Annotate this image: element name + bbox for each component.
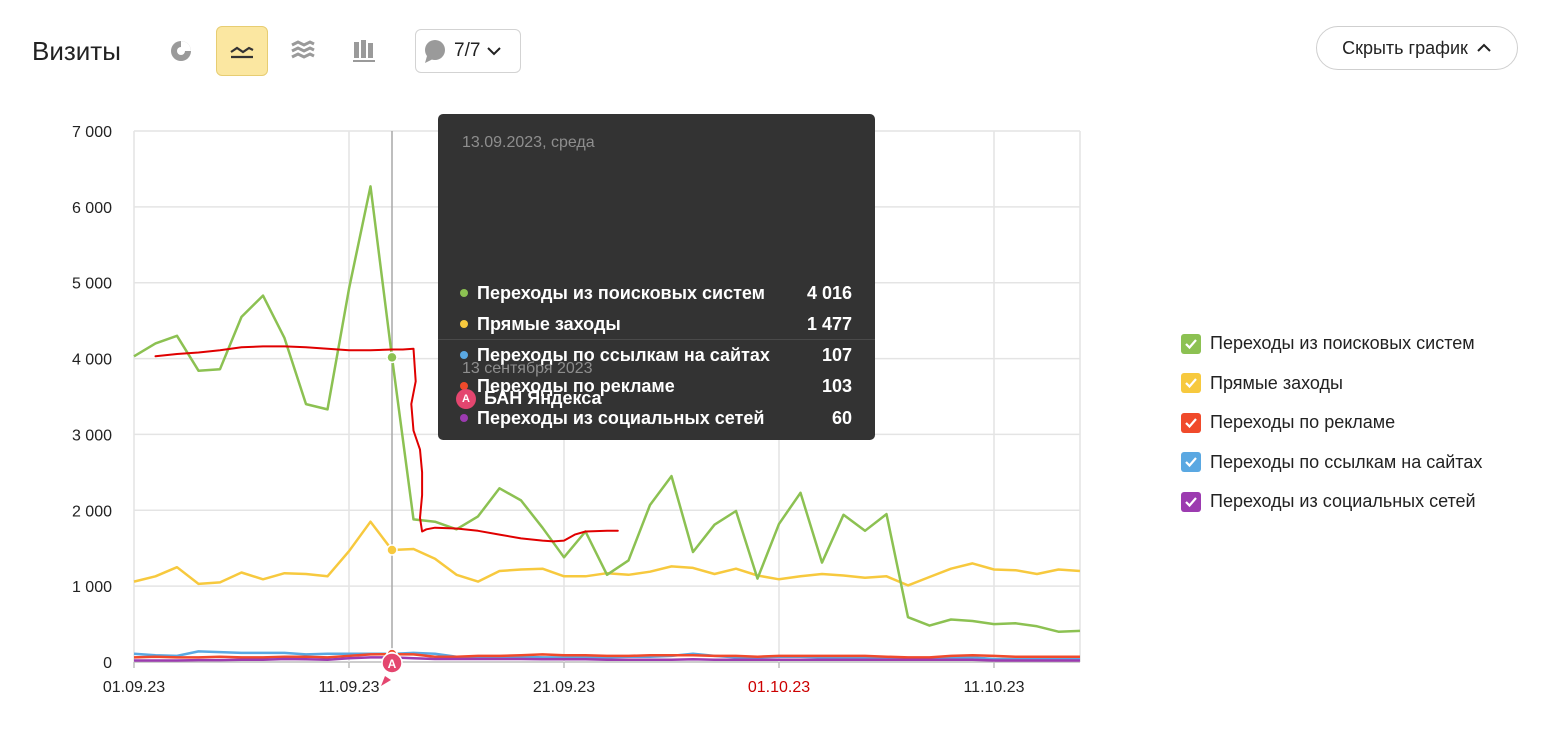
tooltip-row-label: Переходы из поисковых систем xyxy=(477,282,765,303)
chart-tooltip: 13.09.2023, среда Переходы из поисковых … xyxy=(438,114,875,440)
x-tick-label: 01.09.23 xyxy=(103,679,165,696)
tooltip-row: Переходы по ссылкам на сайтах 107 xyxy=(460,340,852,370)
legend-item[interactable]: Переходы из поисковых систем xyxy=(1181,324,1482,364)
area-chart-button[interactable] xyxy=(277,26,329,76)
legend-label: Прямые заходы xyxy=(1210,372,1343,393)
tooltip-row: Переходы по рекламе 103 xyxy=(460,371,852,401)
tooltip-row-value: 60 xyxy=(831,407,852,428)
checkbox-checked-icon xyxy=(1181,491,1201,512)
event-marker-label: А xyxy=(388,657,397,671)
chart-legend: Переходы из поисковых систем Прямые захо… xyxy=(1181,324,1482,522)
series-dot-icon xyxy=(460,320,468,328)
tooltip-row-label: Переходы по рекламе xyxy=(477,375,675,396)
checkbox-checked-icon xyxy=(1181,373,1201,394)
event-marker-tail xyxy=(381,676,391,686)
series-dot-icon xyxy=(460,289,468,297)
tooltip-row-label: Переходы из социальных сетей xyxy=(477,407,765,428)
series-dot-icon xyxy=(460,351,468,359)
hide-chart-label: Скрыть график xyxy=(1342,37,1468,58)
y-tick-label: 1 000 xyxy=(72,579,112,596)
y-tick-label: 4 000 xyxy=(72,352,112,369)
tooltip-row-value: 1 477 xyxy=(806,313,852,334)
tooltip-event-label: БАН Яндекса xyxy=(484,388,602,408)
legend-label: Переходы по рекламе xyxy=(1210,412,1396,433)
tooltip-row-value: 107 xyxy=(821,344,852,365)
chevron-up-icon xyxy=(1477,43,1491,52)
chevron-down-icon xyxy=(487,47,502,56)
checkbox-checked-icon xyxy=(1181,333,1201,354)
hover-point xyxy=(386,544,398,556)
x-tick-label: 01.10.23 xyxy=(748,679,810,696)
tooltip-row-label: Переходы по ссылкам на сайтах xyxy=(477,344,770,365)
line-chart-button[interactable] xyxy=(216,26,268,76)
tooltip-row: Прямые заходы 1 477 xyxy=(460,309,852,339)
tooltip-divider xyxy=(438,339,875,340)
series-dot-icon xyxy=(460,382,468,390)
tooltip-event: А БАН Яндекса xyxy=(456,388,602,409)
bar-chart-icon xyxy=(353,40,375,62)
y-tick-label: 2 000 xyxy=(72,503,112,520)
tooltip-row-value: 4 016 xyxy=(806,282,852,303)
x-tick-label: 11.10.23 xyxy=(963,679,1024,696)
legend-label: Переходы из поисковых систем xyxy=(1210,333,1475,354)
annotations-count: 7/7 xyxy=(454,40,481,61)
x-tick-label: 21.09.23 xyxy=(533,679,595,696)
line-chart-icon xyxy=(230,46,254,59)
hide-chart-button[interactable]: Скрыть график xyxy=(1316,26,1518,70)
tooltip-row-label: Прямые заходы xyxy=(477,313,621,334)
bar-chart-button[interactable] xyxy=(338,26,390,76)
series-line xyxy=(134,656,1080,662)
area-chart-icon xyxy=(291,40,315,59)
event-marker xyxy=(381,652,403,674)
drawn-annotation xyxy=(154,345,619,543)
tooltip-row-value: 103 xyxy=(821,375,852,396)
series-dot-icon xyxy=(460,414,468,422)
legend-item[interactable]: Переходы по рекламе xyxy=(1181,403,1482,443)
legend-item[interactable]: Прямые заходы xyxy=(1181,364,1482,404)
tooltip-event-date: 13 сентября 2023 xyxy=(462,360,593,377)
pie-chart-icon xyxy=(171,41,191,61)
hover-point xyxy=(386,351,398,364)
checkbox-checked-icon xyxy=(1181,412,1201,433)
tooltip-row: Переходы из поисковых систем 4 016 xyxy=(460,278,852,308)
series-line xyxy=(133,185,1081,633)
comment-icon xyxy=(425,40,445,63)
event-badge-icon: А xyxy=(456,388,476,409)
legend-item[interactable]: Переходы из социальных сетей xyxy=(1181,482,1482,522)
y-tick-label: 5 000 xyxy=(72,276,112,293)
checkbox-checked-icon xyxy=(1181,452,1201,473)
y-tick-label: 6 000 xyxy=(72,200,112,217)
y-tick-label: 0 xyxy=(103,655,112,672)
legend-label: Переходы по ссылкам на сайтах xyxy=(1210,451,1483,472)
y-tick-label: 3 000 xyxy=(72,427,112,444)
series-line xyxy=(133,652,1080,659)
page-title: Визиты xyxy=(32,36,121,66)
tooltip-row: Переходы из социальных сетей 60 xyxy=(460,403,852,433)
y-tick-label: 7 000 xyxy=(72,124,112,141)
pie-chart-button[interactable] xyxy=(155,26,207,76)
tooltip-date: 13.09.2023, среда xyxy=(462,134,595,151)
x-tick-label: 11.09.23 xyxy=(318,679,379,696)
legend-label: Переходы из социальных сетей xyxy=(1210,491,1476,512)
legend-item[interactable]: Переходы по ссылкам на сайтах xyxy=(1181,443,1482,483)
annotations-dropdown[interactable]: 7/7 xyxy=(415,29,521,73)
